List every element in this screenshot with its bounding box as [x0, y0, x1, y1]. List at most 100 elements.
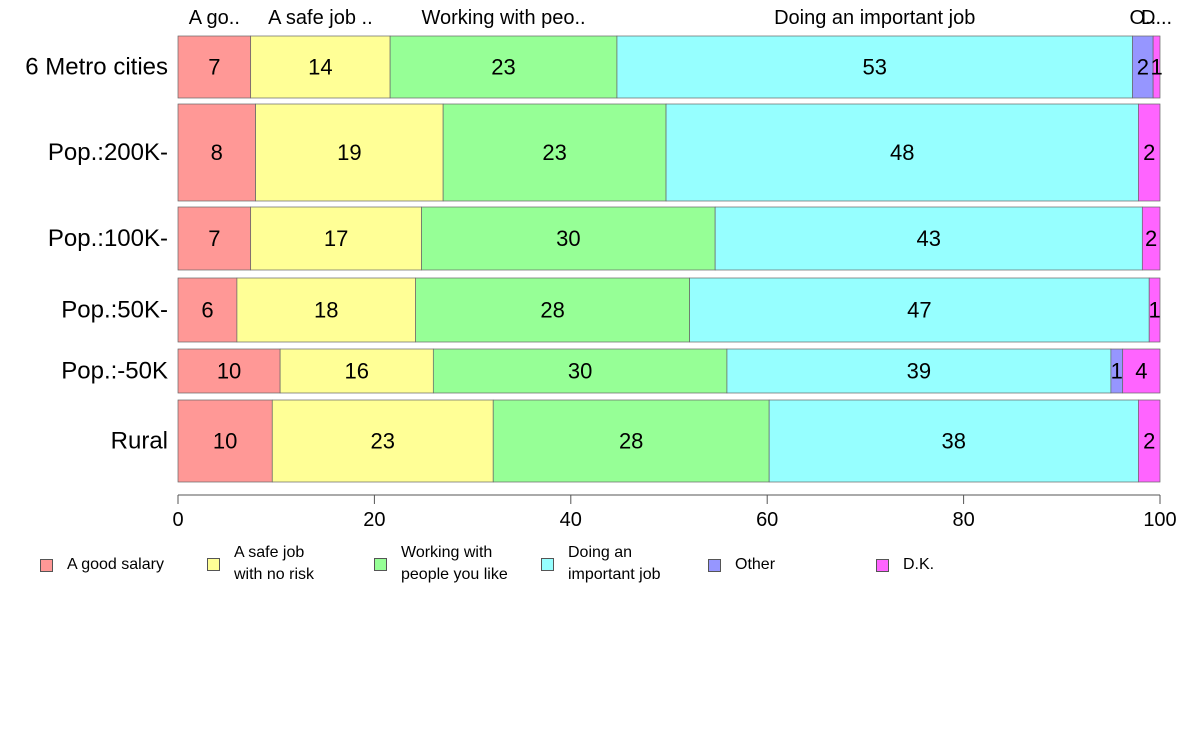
bar-segment — [432, 348, 728, 394]
bar-value-label: 7 — [208, 226, 220, 251]
bar-segment — [389, 35, 618, 99]
bar-value-label: 14 — [308, 55, 332, 80]
legend: A good salary A safe job with no risk Wo… — [0, 542, 1188, 592]
legend-item-other: Other — [708, 554, 775, 576]
bar-value-label: 30 — [556, 226, 580, 251]
legend-swatch — [541, 557, 554, 571]
bar-value-label: 28 — [540, 298, 564, 323]
bar-value-label: 19 — [337, 140, 361, 165]
bar-value-label: 7 — [208, 55, 220, 80]
bar-segment — [279, 348, 434, 394]
bar-value-label: 6 — [201, 298, 213, 323]
bar-value-label: 39 — [907, 359, 931, 384]
bar-segment — [177, 399, 273, 483]
bar-value-label: 48 — [890, 140, 914, 165]
bar-value-label: 16 — [344, 359, 368, 384]
bar-segment — [177, 348, 281, 394]
bar-value-label: 1 — [1150, 55, 1162, 80]
bar-segment — [421, 206, 716, 271]
bar-value-label: 4 — [1135, 359, 1147, 384]
bar-segment — [726, 348, 1112, 394]
legend-label: Other — [735, 556, 776, 573]
legend-label: Doing an important job — [568, 544, 661, 583]
bar-segment — [250, 35, 391, 99]
legend-item-good-salary: A good salary — [40, 554, 164, 576]
bar-value-label: 1 — [1111, 359, 1123, 384]
bar-value-label: 23 — [371, 429, 395, 454]
bar-value-label: 38 — [942, 429, 966, 454]
bar-segment — [177, 35, 252, 99]
segment-header-label: A go.. — [189, 7, 240, 29]
x-tick-label: 100 — [1143, 509, 1176, 531]
bar-value-label: 43 — [916, 226, 940, 251]
bar-segment — [271, 399, 494, 483]
bar-segment — [442, 103, 667, 202]
bar-segment — [492, 399, 770, 483]
bar-segment — [616, 35, 1133, 99]
bar-value-label: 23 — [491, 55, 515, 80]
bar-segment — [1148, 277, 1161, 343]
bar-segment — [1138, 399, 1161, 483]
category-label: Pop.:100K- — [48, 225, 168, 252]
segment-header-label: O.. — [1129, 7, 1156, 29]
bar-value-label: 2 — [1145, 226, 1157, 251]
segment-header-label: Working with peo.. — [421, 7, 585, 29]
bar-segment — [250, 206, 422, 271]
x-tick-label: 80 — [952, 509, 974, 531]
bar-segment — [714, 206, 1143, 271]
bar-segment — [768, 399, 1139, 483]
category-label: Pop.:-50K — [61, 358, 168, 385]
legend-swatch — [876, 558, 889, 572]
bar-value-label: 8 — [211, 140, 223, 165]
legend-item-working-with-people: Working with people you like — [374, 542, 508, 586]
bar-value-label: 2 — [1143, 429, 1155, 454]
legend-swatch — [708, 558, 721, 572]
bar-segment — [1138, 103, 1161, 202]
x-tick-label: 40 — [560, 509, 582, 531]
legend-item-important-job: Doing an important job — [541, 542, 661, 586]
bar-segment — [236, 277, 416, 343]
bar-value-label: 18 — [314, 298, 338, 323]
bar-segment — [177, 277, 238, 343]
bar-value-label: 2 — [1137, 55, 1149, 80]
bar-value-label: 30 — [568, 359, 592, 384]
bar-value-label: 23 — [542, 140, 566, 165]
bar-value-label: 2 — [1143, 140, 1155, 165]
legend-label: Working with people you like — [401, 544, 508, 583]
x-tick-label: 20 — [363, 509, 385, 531]
bar-value-label: 10 — [213, 429, 237, 454]
bar-value-label: 47 — [907, 298, 931, 323]
legend-label: D.K. — [903, 556, 935, 573]
bar-segment — [177, 206, 252, 271]
segment-header-label: Doing an important job — [774, 7, 975, 29]
legend-swatch — [374, 557, 387, 571]
bar-segment — [177, 103, 256, 202]
category-label: Rural — [111, 428, 168, 455]
bar-segment — [1141, 206, 1161, 271]
bar-value-label: 10 — [217, 359, 241, 384]
x-tick-label: 0 — [172, 509, 183, 531]
legend-label: A good salary — [67, 556, 164, 573]
bar-segment — [1152, 35, 1161, 99]
bar-value-label: 17 — [324, 226, 348, 251]
bar-segment — [665, 103, 1139, 202]
segment-header-label: D... — [1141, 7, 1172, 29]
legend-item-safe-job: A safe job with no risk — [207, 542, 314, 586]
legend-item-dk: D.K. — [876, 554, 934, 576]
bar-segment — [1122, 348, 1161, 394]
bar-value-label: 53 — [862, 55, 886, 80]
bar-value-label: 28 — [619, 429, 643, 454]
x-tick-label: 60 — [756, 509, 778, 531]
bar-segment — [255, 103, 444, 202]
legend-swatch — [207, 557, 220, 571]
bar-segment — [689, 277, 1150, 343]
segment-header-label: A safe job .. — [268, 7, 373, 29]
category-label: Pop.:50K- — [61, 297, 168, 324]
legend-swatch — [40, 558, 53, 572]
bar-value-label: 1 — [1148, 298, 1160, 323]
legend-label: A safe job with no risk — [234, 544, 315, 583]
category-label: Pop.:200K- — [48, 139, 168, 166]
category-label: 6 Metro cities — [25, 54, 168, 81]
bar-segment — [415, 277, 690, 343]
